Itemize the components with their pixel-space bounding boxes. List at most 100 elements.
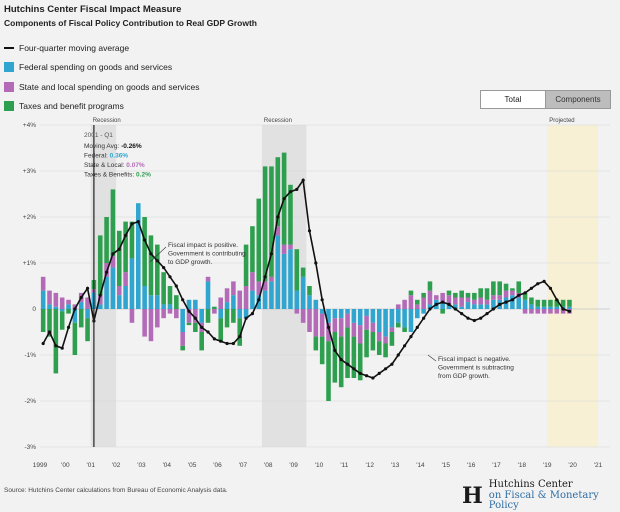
bar-segment <box>40 309 46 332</box>
bar-segment <box>351 322 357 337</box>
bar-segment <box>541 299 547 307</box>
bar-segment <box>389 309 395 328</box>
bar-segment <box>281 244 287 254</box>
x-tick-label: '16 <box>467 462 476 469</box>
bar-segment <box>47 309 52 337</box>
legend-item-federal[interactable]: Federal spending on goods and services <box>4 58 200 78</box>
bar-segment <box>529 304 534 309</box>
moving-average-point <box>60 346 64 350</box>
bar-segment <box>116 295 122 309</box>
bar-segment <box>357 325 363 344</box>
moving-average-point <box>250 312 255 316</box>
bar-segment <box>319 309 325 314</box>
bar-segment <box>567 299 572 307</box>
y-tick-label: -3% <box>24 444 36 451</box>
bar-segment <box>472 292 477 300</box>
moving-average-point <box>422 316 426 320</box>
bar-segment <box>345 309 350 314</box>
annotation-positive-line: Government is contributing <box>168 251 246 258</box>
bar-segment <box>300 267 306 277</box>
x-tick-label: '06 <box>213 462 222 469</box>
bar-segment <box>376 332 382 342</box>
logo-line-2: on Fiscal & Monetary Policy <box>488 489 599 511</box>
bar-segment <box>78 309 84 328</box>
bar-segment <box>40 290 46 309</box>
bar-segment <box>193 322 198 332</box>
bar-segment <box>256 295 262 309</box>
tooltip-row: State & Local: 0.07% <box>84 162 145 169</box>
legend-item-taxes-benefits[interactable]: Taxes and benefit programs <box>4 97 200 117</box>
bar-segment <box>199 309 204 323</box>
bar-segment <box>129 258 135 309</box>
annotation-negative-line: Government is subtracting <box>438 365 514 372</box>
moving-average-point <box>390 362 394 366</box>
bar-segment <box>275 235 281 309</box>
x-tick-label: '21 <box>594 462 603 469</box>
moving-average-point <box>548 286 553 290</box>
bar-segment <box>85 309 90 319</box>
moving-average-point <box>491 307 495 311</box>
bar-segment <box>180 309 185 332</box>
bar-segment <box>123 272 128 286</box>
bar-segment <box>522 292 528 300</box>
bar-segment <box>453 297 458 305</box>
moving-average-point <box>98 293 102 297</box>
bar-segment <box>97 295 103 305</box>
bar-segment <box>155 309 160 328</box>
bar-segment <box>351 309 357 323</box>
bar-segment <box>326 309 331 323</box>
logo-mark: H <box>462 482 483 509</box>
moving-average-point <box>231 341 235 346</box>
bar-segment <box>275 157 281 227</box>
bar-segment <box>491 299 496 309</box>
bar-segment <box>237 318 243 346</box>
bar-segment <box>440 309 445 314</box>
x-tick-label: 1999 <box>33 462 48 469</box>
bar-segment <box>560 309 566 314</box>
bar-segment <box>205 309 211 323</box>
moving-average-point <box>130 222 134 226</box>
bar-segment <box>446 295 452 305</box>
moving-average-point <box>168 275 172 279</box>
moving-average-point <box>460 312 464 316</box>
bar-segment <box>78 302 84 309</box>
bar-segment <box>243 309 249 319</box>
bar-segment <box>484 288 490 300</box>
bar-segment <box>345 327 350 378</box>
bar-segment <box>554 299 560 307</box>
moving-average-point <box>555 298 559 302</box>
bar-segment <box>161 304 166 309</box>
bar-segment <box>503 283 509 291</box>
bar-segment <box>440 292 445 303</box>
moving-average-point <box>124 233 128 237</box>
moving-average-point <box>326 325 331 329</box>
tooltip-row: Taxes & Benefits: 0.2% <box>84 172 151 179</box>
bar-segment <box>383 336 388 344</box>
bar-segment <box>110 189 116 257</box>
bar-segment <box>395 309 401 323</box>
moving-average-point <box>155 259 159 263</box>
bar-segment <box>256 281 262 296</box>
bar-segment <box>212 309 217 314</box>
tooltip-row: Federal: 0.36% <box>84 153 128 160</box>
moving-average-point <box>517 293 521 297</box>
moving-average-point <box>136 220 140 224</box>
legend-item-state-local[interactable]: State and local spending on goods and se… <box>4 77 200 97</box>
tooltip-row-value: 0.2% <box>136 172 151 179</box>
moving-average-point <box>428 307 432 311</box>
bar-segment <box>338 336 344 388</box>
moving-average-point <box>187 309 191 313</box>
bar-segment <box>427 281 433 291</box>
chart-title: Hutchins Center Fiscal Impact Measure <box>4 4 182 15</box>
bar-segment <box>85 297 90 309</box>
moving-average-point <box>314 261 318 265</box>
toggle-total-button[interactable]: Total <box>480 90 546 109</box>
bar-segment <box>415 304 420 309</box>
moving-average-point <box>181 298 185 302</box>
moving-average-point <box>143 238 147 242</box>
bar-segment <box>174 309 179 319</box>
bar-segment <box>478 304 483 309</box>
toggle-components-button[interactable]: Components <box>546 90 611 109</box>
bar-segment <box>529 309 534 314</box>
legend-item-moving-average[interactable]: Four-quarter moving average <box>4 38 200 58</box>
